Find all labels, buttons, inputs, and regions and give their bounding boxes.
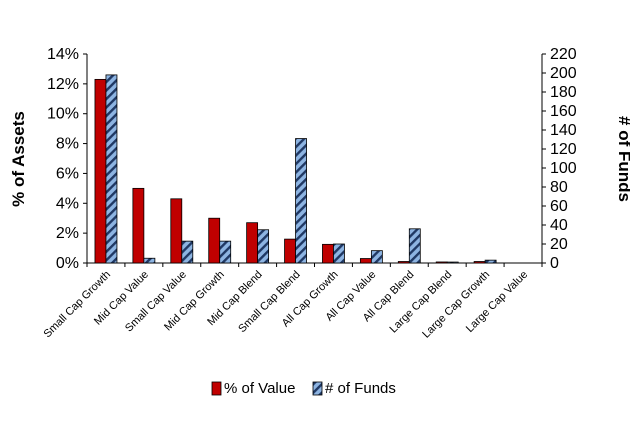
bar-funds <box>105 74 118 264</box>
y2-tick-label: 20 <box>550 236 568 253</box>
legend-label-funds: # of Funds <box>325 380 396 397</box>
y-tick-label: 10% <box>47 106 79 123</box>
bar-funds <box>408 228 421 264</box>
y-tick-label: 0% <box>56 255 79 272</box>
bar-value <box>246 222 259 264</box>
y-tick-label: 12% <box>47 76 79 93</box>
bar-funds <box>257 229 270 264</box>
bar-funds <box>181 240 194 264</box>
y-tick-label: 6% <box>56 165 79 182</box>
labels-layer: 0% 2% 4% 6% 8% 10% 12% 14% 0 20 40 60 80 100 120 140 160… <box>41 46 576 341</box>
bar-value <box>132 187 145 264</box>
bar-funds <box>143 257 156 264</box>
bar-funds <box>333 243 345 264</box>
legend-label-value: % of Value <box>224 380 295 397</box>
bar-funds <box>484 259 497 264</box>
y2-axis-title: # of Funds <box>615 116 630 202</box>
y2-tick-label: 180 <box>550 84 577 101</box>
y-tick-label: 14% <box>47 46 79 63</box>
y-tick-label: 2% <box>56 225 79 242</box>
y2-tick-label: 120 <box>550 141 577 158</box>
y2-tick-label: 100 <box>550 160 577 177</box>
bar-funds <box>219 240 232 264</box>
y2-tick-label: 40 <box>550 217 568 234</box>
x-tick-label: Large Cap Growth <box>420 269 492 341</box>
axes-layer <box>83 53 546 267</box>
y2-tick-label: 60 <box>550 198 568 215</box>
y2-tick-label: 80 <box>550 179 568 196</box>
bar-value <box>473 261 486 264</box>
y2-tick-label: 220 <box>550 46 577 63</box>
legend: % of Value # of Funds <box>211 380 396 397</box>
y-tick-label: 4% <box>56 195 79 212</box>
y2-tick-label: 140 <box>550 122 577 139</box>
bar-value <box>435 261 448 264</box>
y2-tick-label: 200 <box>550 65 577 82</box>
bar-funds <box>370 250 383 264</box>
bar-funds <box>295 138 307 264</box>
bars-layer <box>94 74 497 264</box>
bar-value <box>397 261 410 264</box>
y-axis-title: % of Assets <box>9 111 28 207</box>
bar-value <box>208 217 221 264</box>
bar-value <box>322 243 334 264</box>
bar-funds <box>446 261 459 264</box>
y2-tick-label: 160 <box>550 103 577 120</box>
bar-value <box>94 78 107 264</box>
bar-value <box>284 238 296 264</box>
bar-value <box>359 258 372 264</box>
bar-value <box>170 198 183 264</box>
x-tick-label: Small Cap Growth <box>41 269 113 341</box>
legend-swatch-funds <box>312 381 323 396</box>
y2-tick-label: 0 <box>550 255 559 272</box>
legend-swatch-value <box>211 381 222 396</box>
y-tick-label: 8% <box>56 136 79 153</box>
